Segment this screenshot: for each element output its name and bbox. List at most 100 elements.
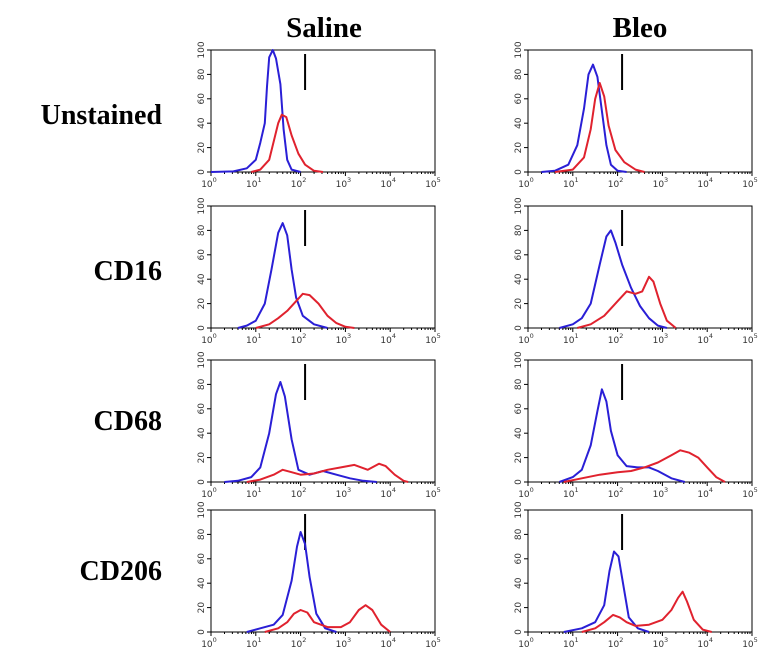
y-tick-label: 60 (197, 249, 207, 261)
red-histogram-line (251, 113, 324, 173)
x-tick-label: 100 (201, 332, 217, 346)
x-tick-label: 103 (336, 636, 352, 650)
x-tick-label: 105 (742, 332, 758, 346)
y-tick-label: 20 (514, 298, 524, 310)
y-tick-label: 20 (197, 142, 207, 154)
x-tick-exponent: 4 (392, 176, 396, 184)
x-tick-exponent: 0 (530, 176, 534, 184)
x-tick-label: 102 (608, 176, 624, 190)
x-tick-label: 100 (518, 636, 534, 650)
red-histogram-line (264, 604, 391, 633)
x-tick-label: 101 (246, 176, 262, 190)
x-tick-exponent: 2 (302, 636, 306, 644)
x-tick-label: 104 (697, 636, 713, 650)
x-tick-exponent: 2 (302, 176, 306, 184)
x-tick-exponent: 5 (437, 176, 441, 184)
x-tick-label: 103 (336, 486, 352, 500)
y-tick-label: 60 (514, 249, 524, 261)
x-tick-exponent: 1 (574, 636, 578, 644)
y-tick-label: 20 (197, 298, 207, 310)
y-tick-label: 100 (197, 351, 207, 368)
x-tick-exponent: 0 (530, 486, 534, 494)
column-title-saline: Saline (286, 12, 362, 44)
blue-histogram-line (246, 531, 337, 633)
x-tick-label: 100 (201, 176, 217, 190)
x-tick-exponent: 5 (437, 486, 441, 494)
y-tick-label: 0 (197, 325, 207, 331)
x-tick-exponent: 4 (709, 636, 713, 644)
x-tick-label: 101 (563, 636, 579, 650)
x-tick-label: 101 (563, 176, 579, 190)
x-tick-label: 103 (336, 332, 352, 346)
red-histogram-line (577, 275, 677, 329)
panel-frame (527, 49, 753, 173)
x-tick-exponent: 5 (437, 636, 441, 644)
x-tick-exponent: 5 (437, 332, 441, 340)
y-tick-label: 80 (514, 528, 524, 540)
blue-histogram-line (559, 388, 686, 483)
x-tick-label: 101 (246, 486, 262, 500)
y-tick-label: 80 (197, 378, 207, 390)
blue-histogram-line (541, 63, 627, 173)
x-tick-exponent: 2 (619, 176, 623, 184)
x-tick-label: 103 (336, 176, 352, 190)
x-tick-label: 103 (653, 636, 669, 650)
x-tick-exponent: 3 (664, 332, 668, 340)
y-tick-label: 40 (514, 427, 524, 439)
x-tick-label: 104 (697, 332, 713, 346)
y-tick-label: 60 (197, 403, 207, 415)
y-tick-label: 20 (197, 452, 207, 464)
x-tick-exponent: 1 (574, 176, 578, 184)
y-tick-label: 100 (197, 41, 207, 58)
y-tick-label: 40 (197, 273, 207, 285)
x-tick-exponent: 4 (392, 332, 396, 340)
y-tick-label: 100 (197, 197, 207, 214)
x-tick-label: 104 (380, 486, 396, 500)
x-tick-label: 105 (742, 636, 758, 650)
row-label-cd68: CD68 (94, 406, 162, 437)
x-tick-exponent: 3 (347, 636, 351, 644)
y-tick-label: 100 (197, 501, 207, 518)
x-tick-label: 104 (380, 176, 396, 190)
x-tick-label: 100 (201, 636, 217, 650)
x-tick-label: 104 (380, 636, 396, 650)
y-tick-label: 100 (514, 41, 524, 58)
y-tick-label: 100 (514, 351, 524, 368)
panel-frame (210, 49, 436, 173)
y-tick-label: 60 (514, 553, 524, 565)
panel-frame (210, 509, 436, 633)
y-tick-label: 20 (514, 142, 524, 154)
x-tick-exponent: 0 (213, 636, 217, 644)
x-tick-exponent: 4 (709, 486, 713, 494)
x-tick-exponent: 0 (213, 486, 217, 494)
y-tick-label: 0 (514, 325, 524, 331)
x-tick-exponent: 3 (664, 636, 668, 644)
y-tick-label: 0 (197, 629, 207, 635)
y-tick-label: 80 (514, 68, 524, 80)
y-tick-label: 80 (514, 378, 524, 390)
x-tick-label: 103 (653, 176, 669, 190)
x-tick-label: 103 (653, 332, 669, 346)
red-histogram-line (554, 81, 645, 173)
y-tick-label: 40 (514, 577, 524, 589)
column-title-bleo: Bleo (613, 12, 668, 44)
x-tick-label: 102 (291, 486, 307, 500)
y-tick-label: 60 (514, 403, 524, 415)
x-tick-label: 102 (608, 636, 624, 650)
x-tick-exponent: 3 (347, 176, 351, 184)
x-tick-label: 105 (425, 332, 441, 346)
x-tick-label: 101 (246, 332, 262, 346)
red-histogram-line (255, 292, 355, 329)
x-tick-exponent: 1 (257, 332, 261, 340)
blue-histogram-line (237, 222, 328, 329)
y-tick-label: 0 (197, 479, 207, 485)
x-tick-exponent: 1 (574, 486, 578, 494)
y-tick-label: 0 (514, 629, 524, 635)
y-tick-label: 40 (514, 117, 524, 129)
